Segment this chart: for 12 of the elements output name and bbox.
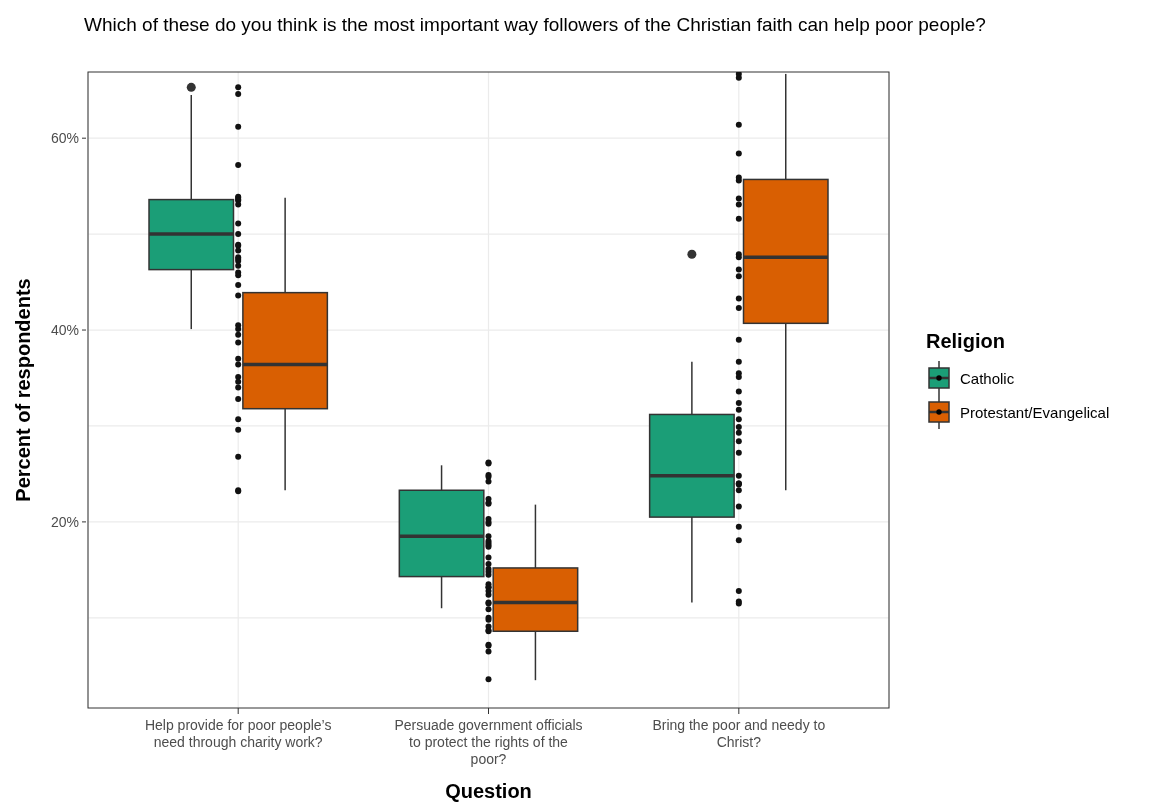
y-tick-label: 40% (50, 322, 79, 339)
x-axis-title: Question (445, 780, 532, 802)
y-tick-label: 20% (50, 513, 79, 530)
chart-title: Which of these do you think is the most important way followers of the Christian faith can help poor people? (84, 14, 986, 36)
y-axis-title: Percent of respondents (12, 278, 34, 502)
legend-title: Religion (926, 330, 1006, 353)
x-tick-label: Bring the poor and needy to Christ? (652, 717, 826, 750)
x-tick-label: Persuade government officials to protect the rights of the poor? (394, 717, 583, 767)
x-tick-label: Help provide for poor people’s need through charity work? (144, 717, 332, 750)
y-tick-label: 60% (50, 130, 79, 147)
legend-label: Protestant/Evangelical (960, 403, 1110, 421)
legend-label: Catholic (960, 369, 1015, 387)
